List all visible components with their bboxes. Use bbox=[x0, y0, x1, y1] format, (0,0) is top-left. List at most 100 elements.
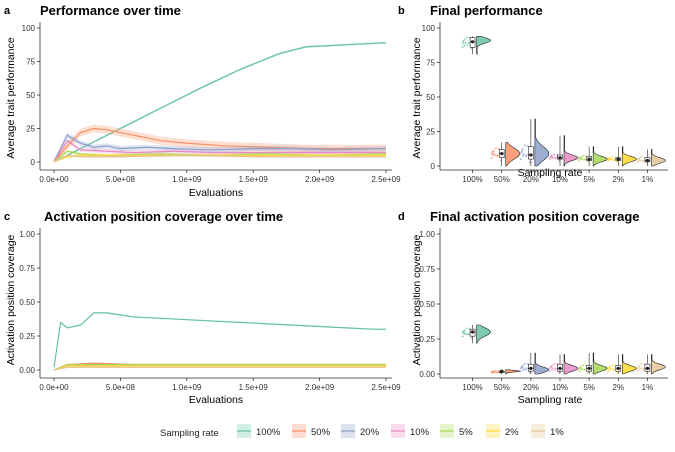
panel-b-violin-5% bbox=[592, 146, 608, 167]
panel-a-xlabel: Evaluations bbox=[189, 187, 243, 199]
legend-label-10%: 10% bbox=[410, 427, 430, 438]
panel-b-point bbox=[461, 42, 464, 45]
panel-d-point bbox=[616, 371, 619, 374]
panel-a-band-20% bbox=[54, 132, 386, 162]
panel-b-point bbox=[642, 159, 645, 162]
panel-b-point bbox=[551, 154, 553, 157]
panel-d-violin-20% bbox=[534, 352, 550, 375]
panel-d-violin-100% bbox=[476, 324, 491, 344]
panel-d-point bbox=[552, 367, 554, 370]
panel-d-xtick-label: 1% bbox=[642, 383, 654, 392]
panel-b-mean-5% bbox=[587, 157, 591, 161]
panel-b-point bbox=[521, 154, 524, 157]
panel-d-point bbox=[582, 364, 585, 367]
panel-b-point bbox=[493, 153, 496, 156]
panel-b-point bbox=[520, 150, 523, 153]
panel-c-ytick-label: 0.75 bbox=[19, 264, 35, 273]
panel-b-xtick-label: 2% bbox=[613, 175, 625, 184]
legend-title: Sampling rate bbox=[160, 428, 219, 439]
panel-a-band-10% bbox=[54, 138, 386, 162]
panel-b-point bbox=[609, 157, 612, 160]
panel-a-series-20% bbox=[53, 134, 387, 163]
panel-a-xtick-label: 1.0e+09 bbox=[172, 175, 202, 184]
panel-b-xtick-label: 100% bbox=[462, 175, 482, 184]
panel-d-point bbox=[549, 370, 551, 373]
panel-b-point bbox=[523, 144, 526, 147]
panel-b-point bbox=[584, 158, 587, 161]
panel-d-ytick-label: 1.00 bbox=[419, 230, 435, 239]
panel-d-point bbox=[584, 368, 587, 371]
panel-b-ytick-label: 75 bbox=[426, 59, 435, 68]
panel-c-series-2% bbox=[53, 365, 386, 371]
panel-d-xtick-label: 20% bbox=[523, 383, 539, 392]
panel-d-violin-5% bbox=[592, 352, 608, 375]
panel-b-ytick-label: 100 bbox=[422, 24, 436, 33]
panel-d-mean-5% bbox=[587, 366, 591, 370]
panel-c-plot: 0.00 0.25 0.50 0.75 1.00 0.0e+00 5.0e+08 1.0e+0… bbox=[19, 228, 401, 392]
panel-d-point bbox=[611, 364, 614, 367]
panel-c-series-5% bbox=[53, 363, 386, 371]
panel-c-series-100% bbox=[53, 312, 386, 368]
panel-d-point bbox=[642, 367, 645, 370]
panel-d-point bbox=[609, 365, 612, 368]
panel-d-point bbox=[551, 364, 553, 367]
panel-d-point bbox=[521, 364, 524, 367]
panel-d-point bbox=[587, 371, 590, 374]
legend-label-20%: 20% bbox=[360, 427, 380, 438]
panel-b-point bbox=[465, 36, 468, 39]
panel-a-ytick-label: 100 bbox=[22, 24, 36, 33]
panel-d-ytick-label: 0.25 bbox=[419, 335, 435, 344]
panel-b-violin-100% bbox=[476, 35, 491, 55]
panel-b-ylabel: Average trait performance bbox=[411, 37, 423, 158]
panel-d-xtick-label: 5% bbox=[583, 383, 595, 392]
panel-a-xtick-label: 0.0e+00 bbox=[39, 175, 69, 184]
panel-d-point bbox=[492, 370, 495, 373]
panel-d-mean-50% bbox=[500, 369, 504, 373]
panel-b-ytick-label: 50 bbox=[426, 93, 435, 102]
panel-b-point bbox=[463, 38, 466, 41]
panel-a-ytick-label: 0 bbox=[31, 158, 36, 167]
panel-b-point bbox=[636, 160, 639, 163]
panel-d-point bbox=[522, 367, 525, 370]
panel-d-point bbox=[470, 337, 473, 340]
panel-c-xtick-label: 0.0e+00 bbox=[39, 383, 69, 392]
panel-b-point bbox=[464, 42, 467, 45]
panel-b-point bbox=[494, 147, 497, 150]
panel-a-series-100% bbox=[53, 42, 387, 163]
panel-b-point bbox=[491, 152, 494, 155]
panel-d-point bbox=[464, 332, 467, 335]
panel-label-b: b bbox=[398, 5, 405, 17]
panel-b-box-20% bbox=[528, 146, 534, 160]
panel-d-ytick-label: 0.50 bbox=[419, 300, 435, 309]
panel-a-xtick-label: 5.0e+08 bbox=[106, 175, 136, 184]
panel-d-title: Final activation position coverage bbox=[430, 209, 640, 224]
panel-b-point bbox=[558, 159, 560, 162]
panel-d-violin-50% bbox=[505, 369, 521, 375]
panel-d-point bbox=[639, 367, 642, 370]
panel-b-point bbox=[462, 40, 465, 43]
panel-label-c: c bbox=[4, 211, 10, 223]
panel-b-point bbox=[549, 158, 551, 161]
panel-b-point bbox=[578, 159, 581, 162]
panel-b-mean-1% bbox=[645, 158, 650, 163]
panel-d-ytick-label: 0.00 bbox=[419, 370, 435, 379]
panel-a-series-2% bbox=[53, 154, 386, 163]
panel-d-point bbox=[467, 332, 470, 335]
panel-b-point bbox=[466, 44, 469, 47]
panel-a-xtick-label: 1.5e+09 bbox=[239, 175, 269, 184]
panel-b-point bbox=[638, 157, 641, 160]
panel-d-mean-20% bbox=[529, 366, 533, 370]
panel-b-point bbox=[519, 158, 522, 161]
panel-c-xtick-label: 2.0e+09 bbox=[305, 383, 335, 392]
panel-b-point bbox=[490, 156, 493, 159]
panel-b-violin-10% bbox=[563, 135, 579, 167]
panel-d-ytick-label: 0.75 bbox=[419, 265, 435, 274]
panel-b-point bbox=[613, 159, 616, 162]
panel-b-title: Final performance bbox=[430, 3, 543, 18]
panel-label-d: d bbox=[398, 211, 405, 223]
panel-b-point bbox=[519, 152, 522, 155]
panel-d-xlabel: Sampling rate bbox=[518, 394, 583, 406]
panel-d-point bbox=[640, 362, 643, 365]
panel-a-ylabel: Average trait performance bbox=[5, 37, 17, 158]
